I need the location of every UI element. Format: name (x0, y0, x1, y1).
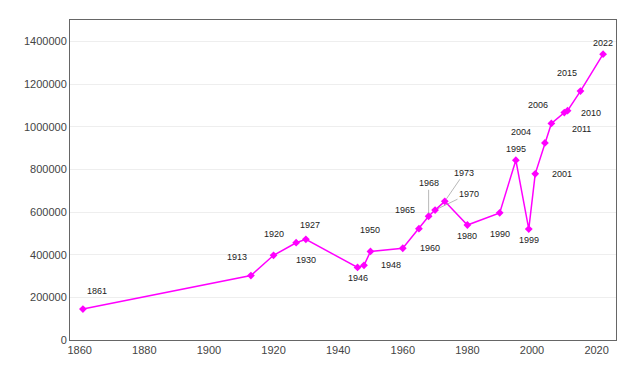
svg-text:800000: 800000 (30, 163, 67, 175)
svg-text:0: 0 (61, 334, 67, 346)
svg-text:1980: 1980 (457, 231, 477, 241)
svg-text:1000000: 1000000 (24, 121, 67, 133)
svg-text:1920: 1920 (261, 344, 285, 356)
svg-text:1950: 1950 (360, 225, 380, 235)
svg-text:600000: 600000 (30, 206, 67, 218)
svg-text:1970: 1970 (459, 189, 479, 199)
svg-text:2015: 2015 (557, 68, 577, 78)
svg-text:400000: 400000 (30, 249, 67, 261)
svg-text:1980: 1980 (455, 344, 479, 356)
svg-text:1965: 1965 (395, 205, 415, 215)
svg-text:1400000: 1400000 (24, 35, 67, 47)
svg-text:1920: 1920 (264, 229, 284, 239)
svg-text:2022: 2022 (593, 38, 613, 48)
svg-text:1990: 1990 (490, 229, 510, 239)
svg-text:2011: 2011 (572, 124, 591, 134)
svg-text:1946: 1946 (348, 273, 368, 283)
svg-text:1940: 1940 (326, 344, 350, 356)
svg-text:2020: 2020 (584, 344, 608, 356)
svg-text:1880: 1880 (132, 344, 156, 356)
svg-text:1927: 1927 (300, 220, 320, 230)
svg-text:200000: 200000 (30, 291, 67, 303)
svg-text:1200000: 1200000 (24, 78, 67, 90)
svg-text:1948: 1948 (381, 260, 401, 270)
svg-text:1960: 1960 (391, 344, 415, 356)
svg-text:2004: 2004 (511, 127, 531, 137)
svg-text:1861: 1861 (87, 286, 107, 296)
svg-text:1999: 1999 (519, 235, 539, 245)
svg-text:1860: 1860 (67, 344, 91, 356)
svg-text:1900: 1900 (197, 344, 221, 356)
svg-text:1913: 1913 (227, 252, 247, 262)
svg-text:2000: 2000 (520, 344, 544, 356)
svg-text:1973: 1973 (454, 168, 474, 178)
svg-text:1995: 1995 (506, 144, 526, 154)
svg-text:2001: 2001 (552, 169, 572, 179)
svg-text:2006: 2006 (528, 100, 548, 110)
svg-text:1930: 1930 (296, 255, 316, 265)
svg-text:2010: 2010 (581, 108, 601, 118)
svg-text:1960: 1960 (420, 243, 440, 253)
svg-text:1968: 1968 (419, 178, 439, 188)
